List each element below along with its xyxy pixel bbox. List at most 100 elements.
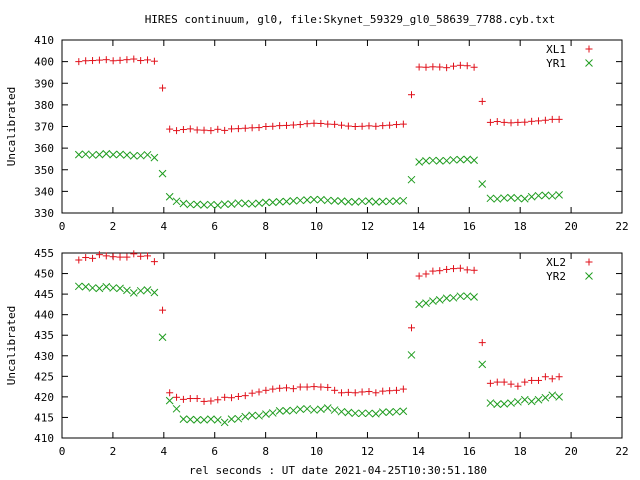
data-point	[88, 151, 97, 159]
data-point	[173, 127, 181, 135]
data-point	[89, 57, 97, 65]
x-tick-label: 18	[514, 445, 527, 458]
data-point	[486, 118, 494, 126]
y-tick-label: 450	[34, 268, 54, 281]
data-point	[74, 150, 83, 159]
data-point	[399, 196, 408, 205]
legend-marker	[585, 258, 593, 266]
data-point	[303, 120, 311, 128]
data-point	[358, 409, 366, 418]
data-point	[186, 200, 195, 209]
data-point	[275, 197, 284, 206]
data-point	[123, 151, 131, 159]
data-point	[415, 63, 423, 71]
data-point	[207, 415, 215, 423]
data-point	[143, 150, 152, 159]
y-tick-label: 350	[34, 164, 54, 177]
data-point	[241, 199, 250, 208]
data-point	[289, 385, 297, 393]
data-point	[227, 200, 236, 208]
data-point	[521, 378, 529, 386]
data-point	[493, 378, 501, 386]
data-point	[337, 407, 346, 416]
data-point	[344, 122, 352, 130]
y-tick-label: 340	[34, 185, 54, 198]
data-point	[548, 115, 556, 123]
legend-label: YR1	[546, 57, 566, 70]
y-tick-label: 445	[34, 288, 54, 301]
data-point	[227, 415, 236, 423]
data-point	[234, 199, 243, 207]
data-point	[109, 57, 117, 65]
data-point	[116, 150, 124, 159]
data-point	[234, 414, 243, 423]
data-point	[534, 395, 543, 404]
data-point	[323, 196, 332, 205]
data-point	[310, 195, 318, 204]
data-point	[365, 409, 373, 418]
data-point	[255, 124, 263, 132]
data-point	[520, 194, 529, 203]
data-point	[82, 57, 90, 65]
data-point	[507, 399, 515, 407]
data-point	[422, 299, 430, 308]
data-point	[407, 324, 415, 332]
data-point	[555, 190, 563, 199]
data-point	[548, 391, 557, 400]
data-point	[95, 150, 104, 159]
y-tick-label: 415	[34, 411, 54, 424]
data-point	[166, 125, 174, 133]
data-point	[207, 127, 215, 135]
data-point	[207, 200, 215, 209]
data-point	[241, 412, 250, 421]
data-point	[193, 416, 202, 424]
data-point	[478, 97, 486, 105]
data-point	[442, 294, 451, 303]
data-point	[241, 124, 249, 132]
data-point	[527, 192, 536, 201]
data-point	[102, 252, 110, 260]
data-point	[165, 396, 174, 405]
data-point	[310, 406, 318, 414]
data-point	[193, 126, 201, 134]
data-point	[399, 407, 408, 416]
data-point	[407, 91, 415, 99]
data-point	[372, 198, 380, 206]
data-point	[123, 253, 131, 261]
data-point	[109, 253, 117, 261]
data-point	[186, 125, 194, 133]
data-point	[159, 306, 167, 314]
legend-label: XL2	[546, 256, 566, 269]
data-point	[213, 201, 222, 210]
data-point	[172, 404, 181, 413]
data-point	[507, 119, 515, 127]
data-point	[179, 126, 187, 134]
data-point	[81, 150, 90, 159]
data-point	[269, 385, 277, 393]
data-point	[95, 284, 104, 293]
data-point	[486, 379, 494, 387]
data-point	[500, 118, 508, 126]
data-point	[379, 387, 387, 395]
y-tick-label: 360	[34, 142, 54, 155]
data-point	[486, 399, 495, 407]
data-point	[429, 267, 437, 275]
data-point	[378, 408, 387, 416]
x-tick-label: 0	[59, 220, 66, 233]
data-point	[456, 61, 464, 69]
data-point	[248, 389, 256, 397]
data-point	[123, 56, 131, 64]
data-point	[303, 404, 311, 413]
data-point	[179, 395, 187, 403]
data-point	[283, 384, 291, 392]
data-point	[276, 122, 284, 130]
data-point	[337, 389, 345, 397]
data-point	[493, 195, 502, 203]
data-point	[514, 397, 522, 406]
data-point	[528, 376, 536, 384]
data-point	[136, 286, 145, 295]
y-tick-label: 425	[34, 370, 54, 383]
data-point	[514, 194, 522, 203]
data-point	[200, 201, 208, 209]
x-tick-label: 12	[361, 220, 374, 233]
